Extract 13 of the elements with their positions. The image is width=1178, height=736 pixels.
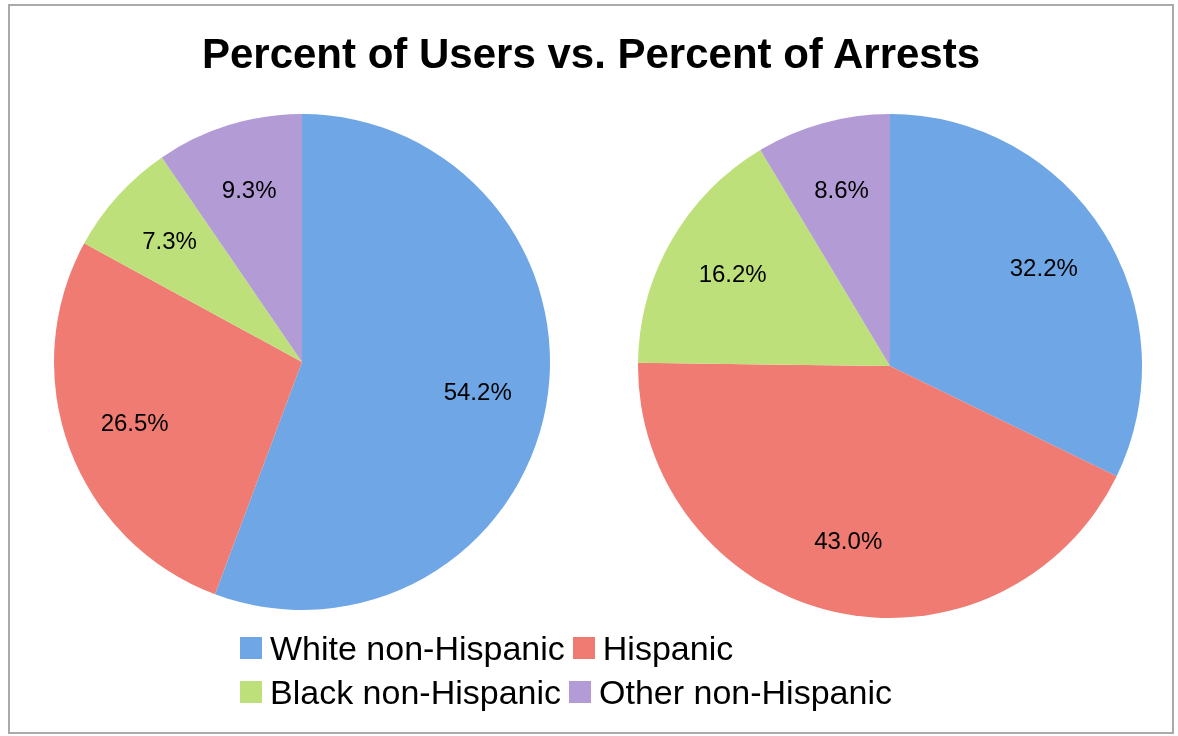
data-label: 26.5% [100,408,169,436]
chart-title: Percent of Users vs. Percent of Arrests [200,30,982,78]
data-label: 7.3% [142,226,197,254]
data-label: 9.3% [221,176,277,204]
data-label: 32.2% [1009,254,1078,282]
legend-label: Black non-Hispanic [270,672,562,712]
data-label: 54.2% [443,378,512,406]
data-label: 43.0% [814,527,883,555]
legend-label: Other non-Hispanic [599,672,892,712]
data-label: 8.6% [814,175,869,203]
legend-label: Hispanic [602,628,734,668]
data-label: 16.2% [698,260,767,288]
legend-label: White non-Hispanic [270,628,565,668]
